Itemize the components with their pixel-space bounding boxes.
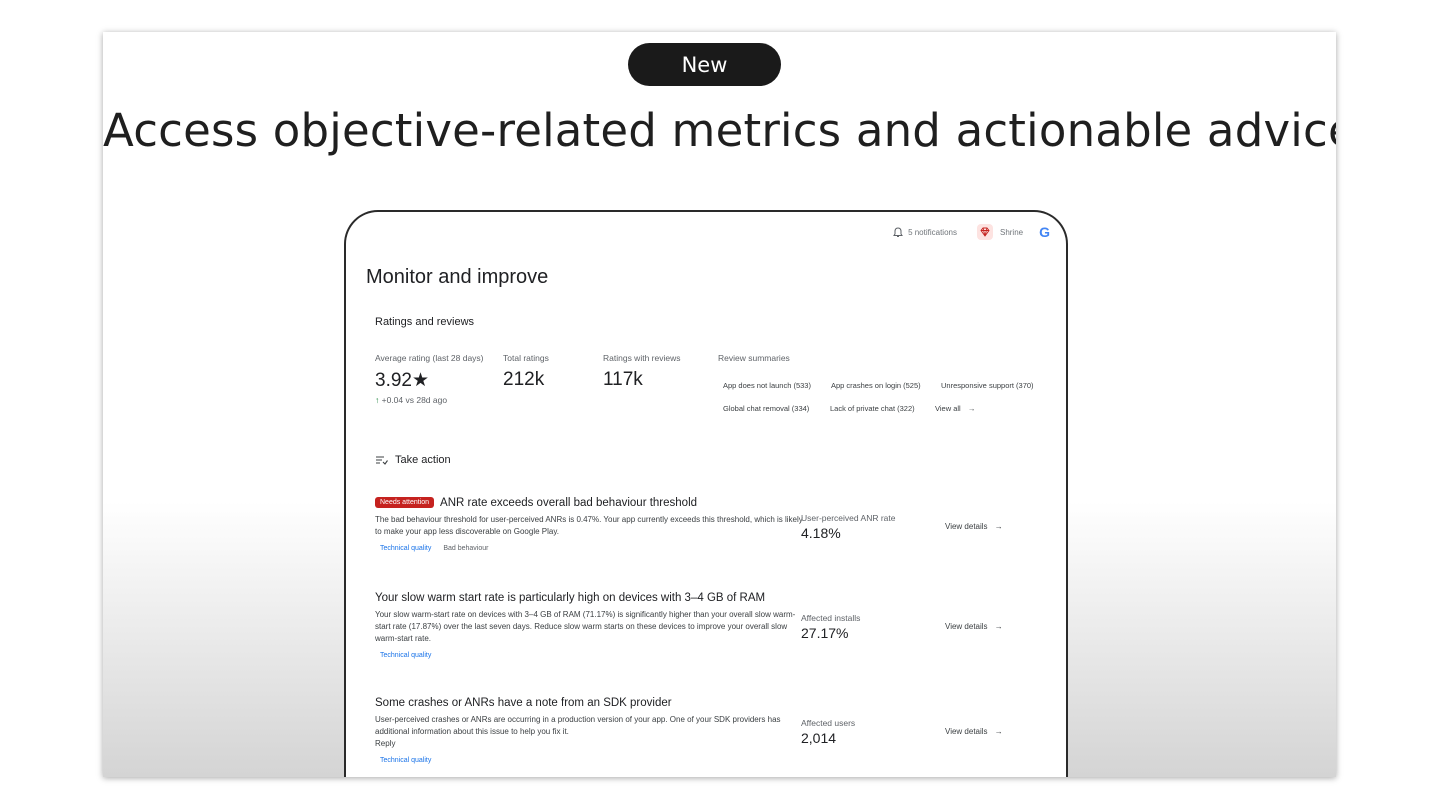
card-tags: Technical quality (375, 757, 1035, 764)
tag-technical-quality[interactable]: Technical quality (380, 652, 432, 659)
review-summary-chip[interactable]: Unresponsive support (370) (941, 381, 1034, 390)
average-rating-value: 3.92★ (375, 370, 430, 391)
arrow-right-icon: → (994, 522, 1003, 531)
presentation-slide: New Access objective-related metrics and… (103, 32, 1336, 777)
app-selector[interactable]: Shrine (976, 224, 1024, 240)
card-description: The bad behaviour threshold for user-per… (375, 515, 803, 536)
review-summary-chip[interactable]: Global chat removal (334) (723, 404, 810, 413)
ratings-with-reviews-label: Ratings with reviews (603, 353, 681, 363)
notifications-button[interactable]: 5 notifications (893, 226, 957, 238)
card-metric-value: 2,014 (801, 730, 837, 746)
needs-attention-badge: Needs attention (375, 497, 435, 509)
view-details-label: View details (945, 727, 988, 736)
tag-technical-quality[interactable]: Technical quality (380, 545, 432, 552)
ratings-with-reviews-metric: Ratings with reviews 117k (603, 353, 680, 391)
new-badge: New (628, 43, 781, 86)
arrow-right-icon: → (967, 404, 976, 413)
card-metric-label: Affected users (801, 718, 856, 728)
ratings-section-title: Ratings and reviews (375, 316, 475, 328)
view-all-link[interactable]: View all → (935, 404, 975, 413)
total-ratings-label: Total ratings (503, 353, 549, 363)
action-card: Some crashes or ANRs have a note from an… (375, 697, 1035, 764)
take-action-header: Take action (375, 454, 451, 466)
view-details-button[interactable]: View details → (945, 622, 1003, 631)
card-title: ANR rate exceeds overall bad behaviour t… (440, 497, 698, 509)
notifications-label: 5 notifications (908, 227, 957, 237)
shrine-logo-icon (976, 224, 993, 240)
page-title: Monitor and improve (366, 266, 549, 288)
top-bar: 5 notifications Shrine G (893, 224, 1050, 240)
card-metric-label: Affected installs (801, 613, 861, 623)
take-action-label: Take action (395, 454, 451, 466)
review-summaries-section: Review summaries (718, 353, 790, 363)
total-ratings-value: 212k (503, 369, 545, 390)
ratings-with-reviews-value: 117k (603, 369, 643, 390)
review-summaries-label: Review summaries (718, 353, 790, 363)
card-tags: Technical quality (375, 652, 1035, 659)
view-details-button[interactable]: View details → (945, 727, 1003, 736)
card-tags: Technical quality Bad behaviour (375, 545, 1035, 552)
action-card: Your slow warm start rate is particularl… (375, 592, 1035, 659)
trend-up-icon: ↑ (375, 395, 380, 405)
bell-icon (893, 226, 903, 237)
review-summary-chip[interactable]: Lack of private chat (322) (830, 404, 915, 413)
arrow-right-icon: → (994, 622, 1003, 631)
sort-list-icon (376, 456, 388, 465)
view-details-label: View details (945, 622, 988, 631)
device-frame: 5 notifications Shrine G Monitor and imp… (344, 210, 1068, 777)
review-summary-chip[interactable]: App crashes on login (525) (831, 381, 921, 390)
card-title: Your slow warm start rate is particularl… (375, 592, 766, 604)
view-details-button[interactable]: View details → (945, 522, 1003, 531)
average-rating-delta: ↑ +0.04 vs 28d ago (375, 395, 484, 405)
view-all-label: View all (935, 404, 961, 413)
app-name: Shrine (999, 227, 1024, 237)
card-description: User-perceived crashes or ANRs are occur… (375, 715, 781, 736)
average-rating-label: Average rating (last 28 days) (375, 353, 484, 363)
total-ratings-metric: Total ratings 212k (503, 353, 549, 391)
card-metric: Affected installs 27.17% (801, 613, 860, 641)
view-details-label: View details (945, 522, 988, 531)
average-rating-metric: Average rating (last 28 days) 3.92★ ↑ +0… (375, 353, 484, 405)
tag-bad-behaviour: Bad behaviour (443, 545, 489, 552)
card-metric: User-perceived ANR rate 4.18% (801, 513, 895, 541)
card-metric-label: User-perceived ANR rate (801, 513, 896, 523)
delta-text: +0.04 vs 28d ago (381, 395, 448, 405)
card-metric-value: 4.18% (801, 525, 841, 541)
tag-technical-quality[interactable]: Technical quality (380, 757, 432, 764)
reply-link[interactable]: Reply (375, 739, 396, 748)
card-title: Some crashes or ANRs have a note from an… (375, 697, 672, 709)
card-description: Your slow warm-start rate on devices wit… (375, 610, 796, 643)
card-metric-value: 27.17% (801, 625, 849, 641)
google-account-icon[interactable]: G (1039, 224, 1050, 240)
card-metric: Affected users 2,014 (801, 718, 855, 746)
arrow-right-icon: → (994, 727, 1003, 736)
action-card: Needs attention ANR rate exceeds overall … (375, 497, 1035, 552)
slide-title: Access objective-related metrics and act… (103, 104, 1336, 157)
review-summary-chip[interactable]: App does not launch (533) (723, 381, 811, 390)
